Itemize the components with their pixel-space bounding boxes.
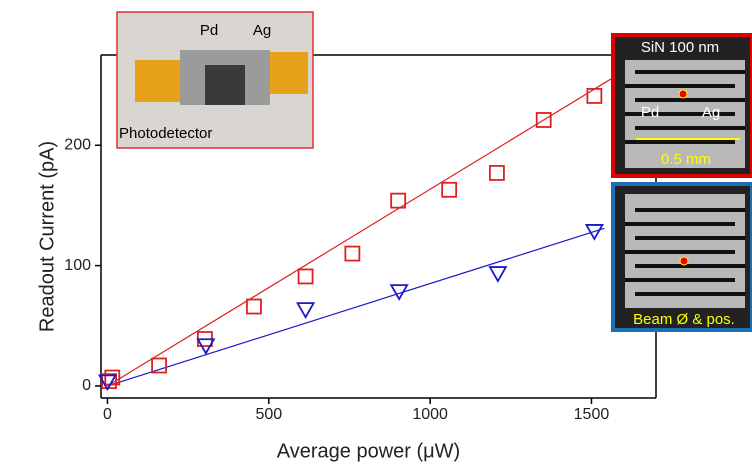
- data-point: [389, 284, 409, 301]
- sem-inset: SiN 100 nm Pd Ag 0.5 mm: [611, 33, 752, 178]
- y-tick-label: 100: [64, 257, 91, 274]
- sem-title: SiN 100 nm: [641, 39, 719, 56]
- data-point: [151, 357, 167, 374]
- x-tick-label: 1000: [412, 406, 448, 423]
- data-point: [489, 165, 505, 181]
- fit-line: [107, 78, 612, 387]
- y-axis-label: Readout Current (pA): [36, 141, 58, 332]
- sem-fingers: [625, 208, 745, 296]
- x-tick-label: 0: [103, 406, 112, 423]
- x-axis-label: Average power (μW): [277, 440, 460, 462]
- tape: [268, 52, 308, 94]
- sem-label: Pd: [641, 104, 659, 121]
- sem-fingers: [625, 70, 745, 144]
- chip-center: [205, 65, 245, 105]
- sem-inset: Beam Ø & pos.: [611, 182, 752, 332]
- y-tick-label: 200: [64, 136, 91, 153]
- photo-inset: Pd Ag Photodetector: [116, 11, 314, 149]
- tape: [135, 60, 180, 102]
- data-point: [196, 338, 216, 356]
- photo-caption: Photodetector: [119, 125, 212, 142]
- data-point: [246, 298, 262, 315]
- x-tick-label: 1500: [574, 406, 610, 423]
- data-point: [535, 112, 552, 128]
- data-point: [584, 224, 604, 241]
- sem-scale: 0.5 mm: [661, 151, 711, 168]
- data-point: [441, 181, 458, 198]
- plot-area: 0 500 1000 1500 0 100 200 Average power (μW) Rea…: [36, 54, 657, 462]
- sem-label: Ag: [702, 104, 720, 121]
- data-point: [296, 302, 316, 319]
- y-tick-label: 0: [82, 377, 91, 394]
- beam-spot: [679, 256, 689, 266]
- data-point: [390, 192, 407, 209]
- data-point: [104, 369, 121, 386]
- photo-label: Pd: [200, 22, 218, 39]
- data-point: [297, 268, 314, 285]
- data-point: [97, 374, 118, 392]
- x-tick-label: 500: [255, 406, 282, 423]
- data-point: [586, 88, 603, 104]
- photo-label: Ag: [253, 22, 271, 39]
- beam-spot: [678, 89, 688, 99]
- data-point: [344, 245, 361, 262]
- fit-line: [107, 227, 605, 387]
- sem-caption: Beam Ø & pos.: [633, 311, 735, 328]
- data-point: [488, 266, 508, 283]
